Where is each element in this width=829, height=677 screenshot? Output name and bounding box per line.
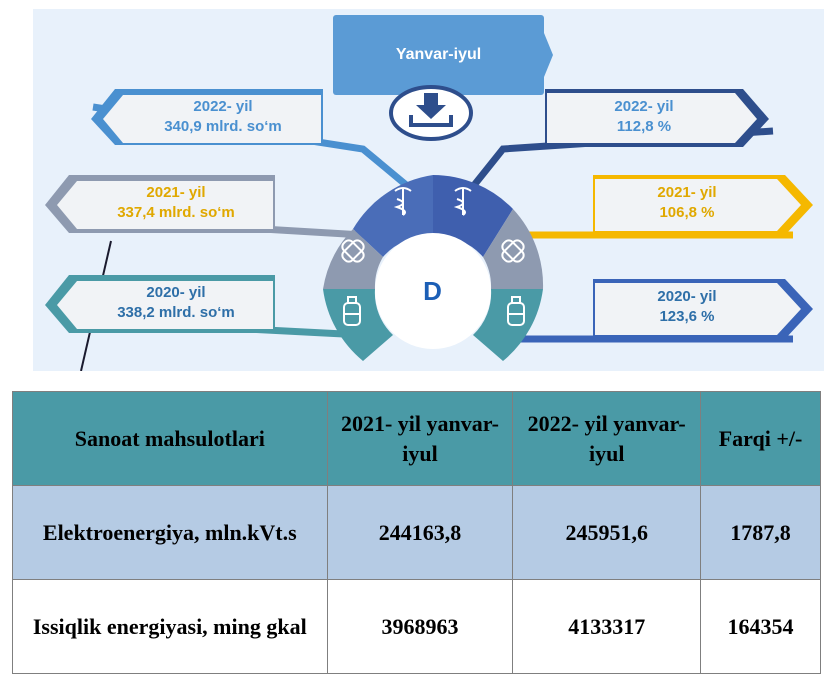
left-pill-2022 xyxy=(91,89,323,145)
period-header: Yanvar-iyul xyxy=(395,46,482,63)
row-diff: 1787,8 xyxy=(700,485,821,580)
row-2021: 3968963 xyxy=(326,579,514,674)
row-diff: 164354 xyxy=(700,579,821,674)
right-pill-2020 xyxy=(593,279,813,339)
right-2021: 2021- yil 106,8 % xyxy=(597,183,777,223)
right-2021-value: 106,8 % xyxy=(659,204,715,221)
left-2022-year: 2022- yil xyxy=(193,98,253,115)
header-diff: Farqi +/- xyxy=(700,391,821,486)
left-2022: 2022- yil 340,9 mlrd. so‘m xyxy=(125,97,321,137)
header-arrow xyxy=(544,33,553,77)
left-pill-2021 xyxy=(45,175,275,233)
right-pill-2021 xyxy=(593,175,813,235)
left-2021-value: 337,4 mlrd. so‘m xyxy=(117,204,235,221)
left-pill-2020 xyxy=(45,275,275,333)
right-2020-year: 2020- yil xyxy=(657,288,717,305)
header-product: Sanoat mahsulotlari xyxy=(12,391,328,486)
table-row: Issiqlik energiyasi, ming gkal 3968963 4… xyxy=(12,579,821,674)
right-2022-year: 2022- yil xyxy=(614,98,674,115)
download-icon xyxy=(389,85,473,141)
left-2020-year: 2020- yil xyxy=(146,284,206,301)
row-name: Issiqlik energiyasi, ming gkal xyxy=(12,579,328,674)
center-letter: D xyxy=(423,276,442,306)
bandage-icon xyxy=(341,239,525,263)
header-2021: 2021- yil yanvar-iyul xyxy=(326,391,514,486)
left-2020: 2020- yil 338,2 mlrd. so‘m xyxy=(79,283,273,323)
right-2020: 2020- yil 123,6 % xyxy=(597,287,777,327)
header-2022: 2022- yil yanvar-iyul xyxy=(512,391,702,486)
table-row: Elektroenergiya, mln.kVt.s 244163,8 2459… xyxy=(12,485,821,580)
bottle-icon xyxy=(343,296,525,326)
row-name: Elektroenergiya, mln.kVt.s xyxy=(12,485,328,580)
left-2022-value: 340,9 mlrd. so‘m xyxy=(164,118,282,135)
left-2021-year: 2021- yil xyxy=(146,184,206,201)
center-ring xyxy=(323,175,544,361)
left-2020-value: 338,2 mlrd. so‘m xyxy=(117,304,235,321)
right-pill-2022 xyxy=(545,89,769,147)
infographic-panel: Yanvar-iyul D 2022- yil 340,9 mlrd. so‘m… xyxy=(33,9,824,371)
right-2022: 2022- yil 112,8 % xyxy=(549,97,739,137)
table-header-row: Sanoat mahsulotlari 2021- yil yanvar-iyu… xyxy=(12,391,821,486)
energy-table: Sanoat mahsulotlari 2021- yil yanvar-iyu… xyxy=(12,391,821,674)
row-2022: 245951,6 xyxy=(512,485,702,580)
row-2022: 4133317 xyxy=(512,579,702,674)
right-2022-value: 112,8 % xyxy=(616,118,672,135)
header-box xyxy=(333,15,544,95)
row-2021: 244163,8 xyxy=(326,485,514,580)
right-2020-value: 123,6 % xyxy=(659,308,715,325)
right-2021-year: 2021- yil xyxy=(657,184,717,201)
caduceus-icon xyxy=(393,187,472,216)
infographic-graphics xyxy=(45,15,813,371)
left-2021: 2021- yil 337,4 mlrd. so‘m xyxy=(79,183,273,223)
